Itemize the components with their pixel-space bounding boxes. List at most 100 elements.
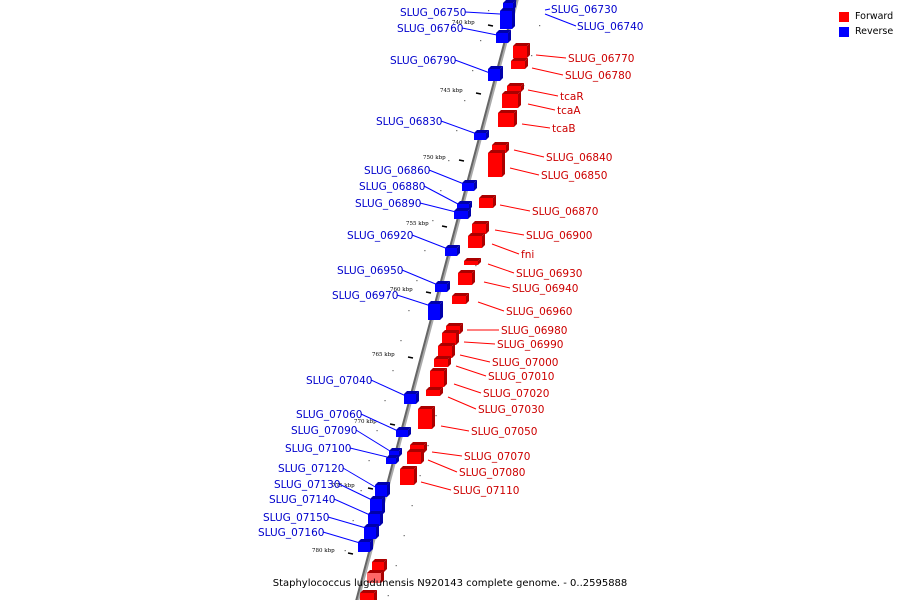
- forward-gene-label: SLUG_07030: [478, 404, 544, 416]
- reverse-gene-block: [428, 301, 443, 320]
- reverse-gene-block: [435, 281, 450, 292]
- scale-dot: [435, 415, 437, 417]
- forward-gene-leader: [440, 425, 470, 432]
- forward-gene-label: SLUG_07010: [488, 371, 554, 383]
- reverse-gene-leader: [355, 429, 391, 452]
- reverse-gene-leader: [322, 531, 361, 544]
- reverse-gene-block: [445, 245, 460, 256]
- forward-gene-label: SLUG_07020: [483, 388, 549, 400]
- forward-gene-block: [442, 330, 459, 345]
- reverse-gene-label: SLUG_07100: [285, 443, 351, 455]
- forward-gene-block: [511, 58, 528, 69]
- reverse-gene-leader: [411, 234, 449, 250]
- reverse-gene-label: SLUG_06740: [577, 21, 643, 33]
- reverse-gene-block: [368, 511, 383, 526]
- forward-gene-leader: [513, 149, 545, 158]
- forward-gene-label: SLUG_07050: [471, 426, 537, 438]
- tick-label: 770 kbp: [354, 419, 377, 425]
- forward-gene-leader: [459, 354, 491, 363]
- reverse-gene-label: SLUG_06730: [551, 4, 617, 16]
- forward-gene-leader: [509, 167, 540, 176]
- scale-dot: [368, 460, 370, 462]
- forward-gene-block: [418, 406, 435, 429]
- forward-gene-leader: [494, 229, 525, 236]
- forward-gene-label: SLUG_06980: [501, 325, 567, 337]
- forward-swatch: [839, 11, 849, 22]
- scale-dot: [472, 70, 474, 72]
- genome-caption: Staphylococcus lugdunensis N920143 compl…: [272, 578, 628, 589]
- forward-gene-leader: [491, 243, 520, 255]
- reverse-gene-leader: [419, 202, 457, 213]
- tick-mark: [425, 291, 432, 294]
- forward-gene-label: SLUG_06900: [526, 230, 592, 242]
- scale-dot: [419, 475, 421, 477]
- forward-gene-label: tcaA: [557, 105, 581, 117]
- forward-gene-leader: [447, 396, 477, 410]
- forward-gene-leader: [453, 383, 482, 394]
- forward-gene-label: SLUG_06940: [512, 283, 578, 295]
- scale-dot: [387, 595, 389, 597]
- forward-gene-label: SLUG_06960: [506, 306, 572, 318]
- forward-gene-block: [372, 559, 387, 572]
- reverse-gene-label: SLUG_06880: [359, 181, 425, 193]
- reverse-gene-label: SLUG_07040: [306, 375, 372, 387]
- reverse-gene-label: SLUG_07060: [296, 409, 362, 421]
- reverse-gene-label: SLUG_07150: [263, 512, 329, 524]
- scale-dot: [456, 130, 458, 132]
- forward-gene-label: SLUG_06990: [497, 339, 563, 351]
- scale-dot: [427, 445, 429, 447]
- tick-mark: [475, 92, 482, 95]
- reverse-gene-block: [488, 66, 503, 81]
- reverse-gene-label: SLUG_07160: [258, 527, 324, 539]
- scale-dot: [376, 430, 378, 432]
- forward-gene-leader: [499, 204, 531, 212]
- forward-gene-block: [438, 343, 455, 358]
- reverse-gene-block: [375, 482, 390, 497]
- reverse-gene-block: [454, 208, 471, 219]
- reverse-gene-label: SLUG_07090: [291, 425, 357, 437]
- legend-reverse: Reverse: [839, 24, 893, 39]
- scale-dot: [432, 220, 434, 222]
- reverse-gene-leader: [401, 269, 439, 286]
- reverse-gene-block: [358, 539, 373, 552]
- forward-gene-block: [434, 356, 451, 367]
- reverse-gene-leader: [338, 483, 373, 501]
- legend-forward-label: Forward: [855, 11, 894, 22]
- forward-gene-block: [498, 110, 517, 127]
- reverse-gene-block: [500, 8, 515, 29]
- scale-dot: [392, 370, 394, 372]
- tick-label: 760 kbp: [390, 287, 413, 293]
- scale-dot: [408, 310, 410, 312]
- reverse-gene-leader: [544, 8, 551, 11]
- reverse-gene-label: SLUG_06970: [332, 290, 398, 302]
- forward-gene-leader: [531, 67, 564, 76]
- reverse-gene-label: SLUG_06790: [390, 55, 456, 67]
- scale-dot: [539, 25, 541, 27]
- reverse-gene-block: [396, 427, 411, 437]
- reverse-gene-leader: [461, 27, 498, 36]
- reverse-gene-block: [386, 455, 399, 464]
- forward-gene-label: tcaR: [560, 91, 584, 103]
- forward-gene-block: [502, 91, 521, 108]
- legend-reverse-label: Reverse: [855, 26, 894, 37]
- tick-label: 750 kbp: [423, 155, 446, 161]
- reverse-gene-block: [474, 130, 489, 140]
- forward-gene-leader: [483, 281, 511, 289]
- reverse-gene-leader: [370, 379, 407, 397]
- forward-gene-label: tcaB: [552, 123, 576, 135]
- tick-mark: [441, 225, 448, 228]
- scale-dot: [344, 550, 346, 552]
- reverse-gene-leader: [423, 185, 459, 205]
- scale-dot: [352, 520, 354, 522]
- reverse-gene-block: [404, 391, 419, 404]
- reverse-gene-label: SLUG_06890: [355, 198, 421, 210]
- forward-gene-block: [468, 233, 485, 248]
- scale-dot: [424, 250, 426, 252]
- reverse-gene-block: [364, 524, 379, 539]
- reverse-gene-label: SLUG_06950: [337, 265, 403, 277]
- reverse-swatch: [839, 26, 849, 37]
- reverse-gene-block: [462, 180, 477, 191]
- forward-gene-block: [430, 368, 447, 387]
- scale-dot: [384, 400, 386, 402]
- reverse-gene-block: [457, 201, 472, 210]
